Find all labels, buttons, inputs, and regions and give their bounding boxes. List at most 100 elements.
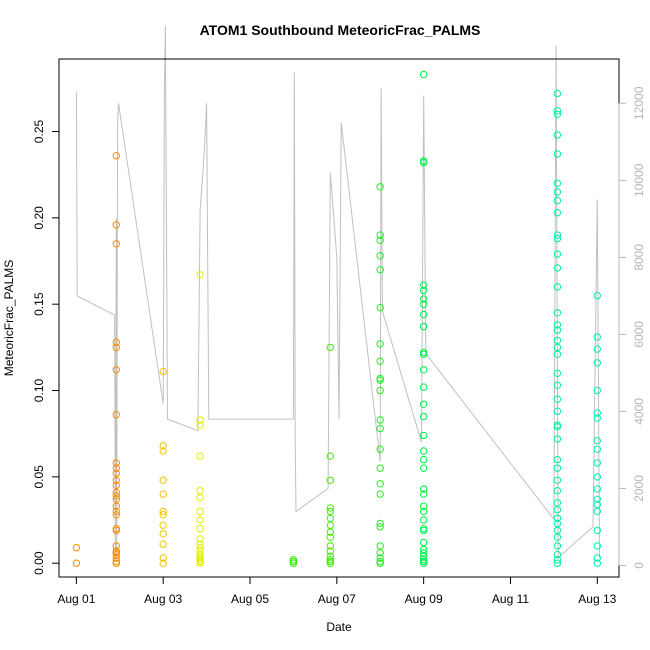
- data-point: [72, 543, 81, 552]
- data-point: [112, 492, 121, 500]
- data-point: [420, 400, 428, 408]
- data-point: [420, 350, 428, 358]
- data-point: [553, 423, 562, 431]
- data-point: [420, 281, 428, 289]
- y2-tick-label: 10000: [632, 163, 646, 197]
- data-point: [593, 409, 601, 417]
- data-point: [159, 490, 167, 498]
- data-point: [159, 442, 167, 450]
- data-point: [376, 559, 384, 567]
- data-point: [112, 464, 121, 472]
- data-point: [376, 464, 384, 472]
- data-point: [553, 556, 562, 564]
- data-point: [112, 152, 121, 160]
- y-tick-label: 0.15: [32, 292, 46, 316]
- x-axis: Aug 01 Aug 03 Aug 05 Aug 07 Aug 09 Aug 11 Aug …: [57, 576, 617, 606]
- data-point: [326, 559, 334, 567]
- data-point: [553, 196, 562, 205]
- data-point: [376, 183, 384, 191]
- data-point: [112, 481, 121, 490]
- data-point: [326, 547, 334, 555]
- data-point: [593, 500, 601, 509]
- data-point: [553, 150, 562, 158]
- data-point: [553, 499, 562, 507]
- data-point: [593, 554, 601, 562]
- data-point: [553, 381, 562, 389]
- data-point: [112, 343, 121, 352]
- data-point: [553, 321, 562, 329]
- data-point: [326, 343, 334, 352]
- data-point: [553, 179, 562, 188]
- data-point: [376, 303, 384, 312]
- data-point: [420, 295, 428, 303]
- data-point: [196, 525, 204, 533]
- data-point: [420, 549, 428, 557]
- data-point: [553, 455, 562, 464]
- data-point: [420, 552, 428, 560]
- data-point: [196, 535, 204, 543]
- data-point: [593, 359, 601, 367]
- data-point: [593, 473, 601, 481]
- data-point: [112, 338, 121, 346]
- data-point: [420, 485, 428, 493]
- data-point: [553, 89, 562, 98]
- data-point: [553, 231, 562, 239]
- data-point: [420, 559, 428, 567]
- data-point: [196, 416, 204, 424]
- data-point: [326, 514, 334, 522]
- data-point: [553, 107, 562, 115]
- data-point: [420, 70, 428, 79]
- x-tick-label: Aug 07: [318, 592, 356, 606]
- data-point: [420, 538, 428, 547]
- data-point: [112, 550, 121, 559]
- data-point: [593, 436, 601, 445]
- data-point: [553, 343, 562, 352]
- data-point: [420, 490, 428, 498]
- data-point: [553, 526, 562, 535]
- data-point: [420, 431, 428, 440]
- data-point: [112, 502, 121, 510]
- altitude-line-layer: [75, 26, 600, 559]
- data-point: [420, 447, 428, 455]
- data-point: [196, 559, 204, 567]
- data-point: [376, 490, 384, 498]
- data-point: [112, 366, 121, 374]
- data-point: [420, 158, 428, 167]
- data-point: [420, 464, 428, 472]
- data-point: [420, 322, 428, 331]
- data-point: [376, 480, 384, 488]
- data-point: [196, 547, 204, 555]
- data-point: [159, 559, 167, 567]
- data-point: [420, 310, 428, 319]
- data-point: [112, 221, 121, 229]
- x-tick-label: Aug 11: [492, 592, 529, 606]
- data-point: [376, 519, 384, 528]
- x-axis-label: Date: [326, 620, 352, 634]
- data-point: [159, 447, 167, 455]
- data-point: [112, 459, 121, 467]
- data-point: [553, 514, 562, 522]
- data-point: [593, 291, 601, 300]
- data-point: [553, 336, 562, 345]
- data-point: [593, 386, 601, 395]
- data-point: [196, 421, 204, 429]
- data-point: [112, 559, 121, 567]
- data-point: [553, 369, 562, 377]
- data-point: [326, 507, 334, 516]
- data-point: [553, 550, 562, 559]
- data-point: [553, 506, 562, 514]
- data-point: [420, 366, 428, 374]
- x-tick-label: Aug 01: [57, 592, 95, 606]
- data-point: [376, 386, 384, 395]
- data-point: [553, 234, 562, 243]
- y2-tick-label: 12000: [632, 86, 646, 120]
- data-point: [420, 502, 428, 510]
- data-point: [196, 487, 204, 495]
- data-point: [553, 131, 562, 139]
- data-point: [593, 485, 601, 493]
- y-axis: 0.00 0.05 0.10 0.15 0.20 0.25: [32, 120, 60, 575]
- data-point: [553, 464, 562, 472]
- data-point: [376, 340, 384, 348]
- data-point: [112, 240, 121, 248]
